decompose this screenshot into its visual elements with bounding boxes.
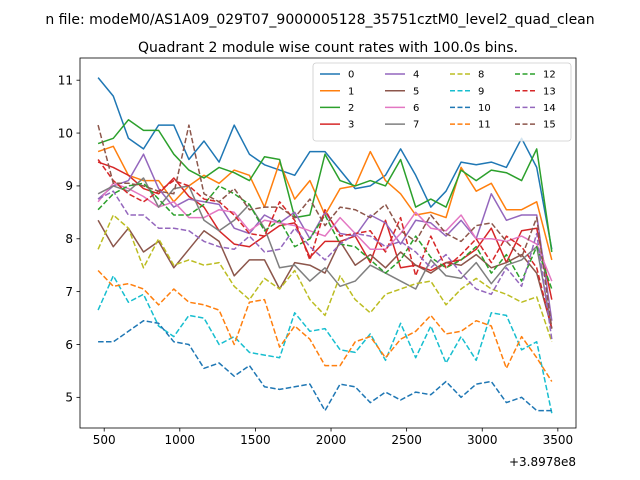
- legend-label-0: 0: [348, 70, 354, 81]
- y-tick-label: 11: [58, 74, 73, 88]
- series-line-9: [97, 275, 553, 414]
- legend-label-8: 8: [478, 70, 484, 81]
- legend-label-5: 5: [413, 86, 419, 97]
- legend-label-12: 12: [543, 70, 556, 81]
- x-tick-label: 1500: [240, 433, 271, 447]
- legend-label-4: 4: [413, 70, 419, 81]
- legend-box: [312, 62, 572, 142]
- x-tick-label: 1000: [165, 433, 196, 447]
- x-tick-label: 3500: [543, 433, 574, 447]
- y-tick-label: 9: [65, 179, 73, 193]
- series-line-10: [98, 319, 552, 412]
- legend-label-6: 6: [413, 103, 419, 114]
- series-line-8: [97, 214, 553, 343]
- series-line-7: [97, 177, 553, 329]
- series-line-15: [97, 124, 553, 329]
- legend-label-11: 11: [478, 120, 491, 131]
- legend-label-15: 15: [543, 120, 556, 131]
- x-tick-label: 2500: [391, 433, 422, 447]
- series-line-11: [97, 269, 553, 382]
- series-line-5: [97, 219, 553, 329]
- legend-label-13: 13: [543, 86, 556, 97]
- series-line-3: [97, 161, 553, 300]
- series-line-14: [97, 190, 553, 340]
- y-tick-label: 10: [58, 126, 73, 140]
- y-tick-label: 6: [65, 338, 73, 352]
- legend-label-7: 7: [413, 120, 419, 131]
- series-line-13: [97, 159, 553, 329]
- figure-suptitle: n file: modeM0/AS1A09_029T07_9000005128_…: [45, 12, 594, 28]
- y-tick-label: 8: [65, 232, 73, 246]
- x-tick-label: 3000: [467, 433, 498, 447]
- legend-label-1: 1: [348, 86, 354, 97]
- legend-label-3: 3: [348, 120, 354, 131]
- y-tick-label: 5: [65, 391, 73, 405]
- series-lines: [97, 77, 553, 414]
- series-line-2: [97, 119, 553, 253]
- legend-label-10: 10: [478, 103, 491, 114]
- y-tick-label: 7: [65, 285, 73, 299]
- x-tick-label: 500: [93, 433, 116, 447]
- legend-label-2: 2: [348, 103, 354, 114]
- axes-frame: [79, 57, 577, 429]
- x-tick-label: 2000: [316, 433, 347, 447]
- legend-label-14: 14: [543, 103, 556, 114]
- series-line-0: [97, 77, 553, 250]
- series-line-12: [97, 182, 553, 290]
- legend-label-9: 9: [478, 86, 484, 97]
- axes: [79, 57, 577, 429]
- chart-title: Quadrant 2 module wise count rates with …: [138, 40, 518, 56]
- ticks: 500 1000 1500 2000 2500 3000 3500 5 6 7 8 9 10 11: [58, 74, 573, 448]
- x-offset-label: +3.8978e8: [509, 455, 576, 469]
- series-line-6: [97, 182, 553, 282]
